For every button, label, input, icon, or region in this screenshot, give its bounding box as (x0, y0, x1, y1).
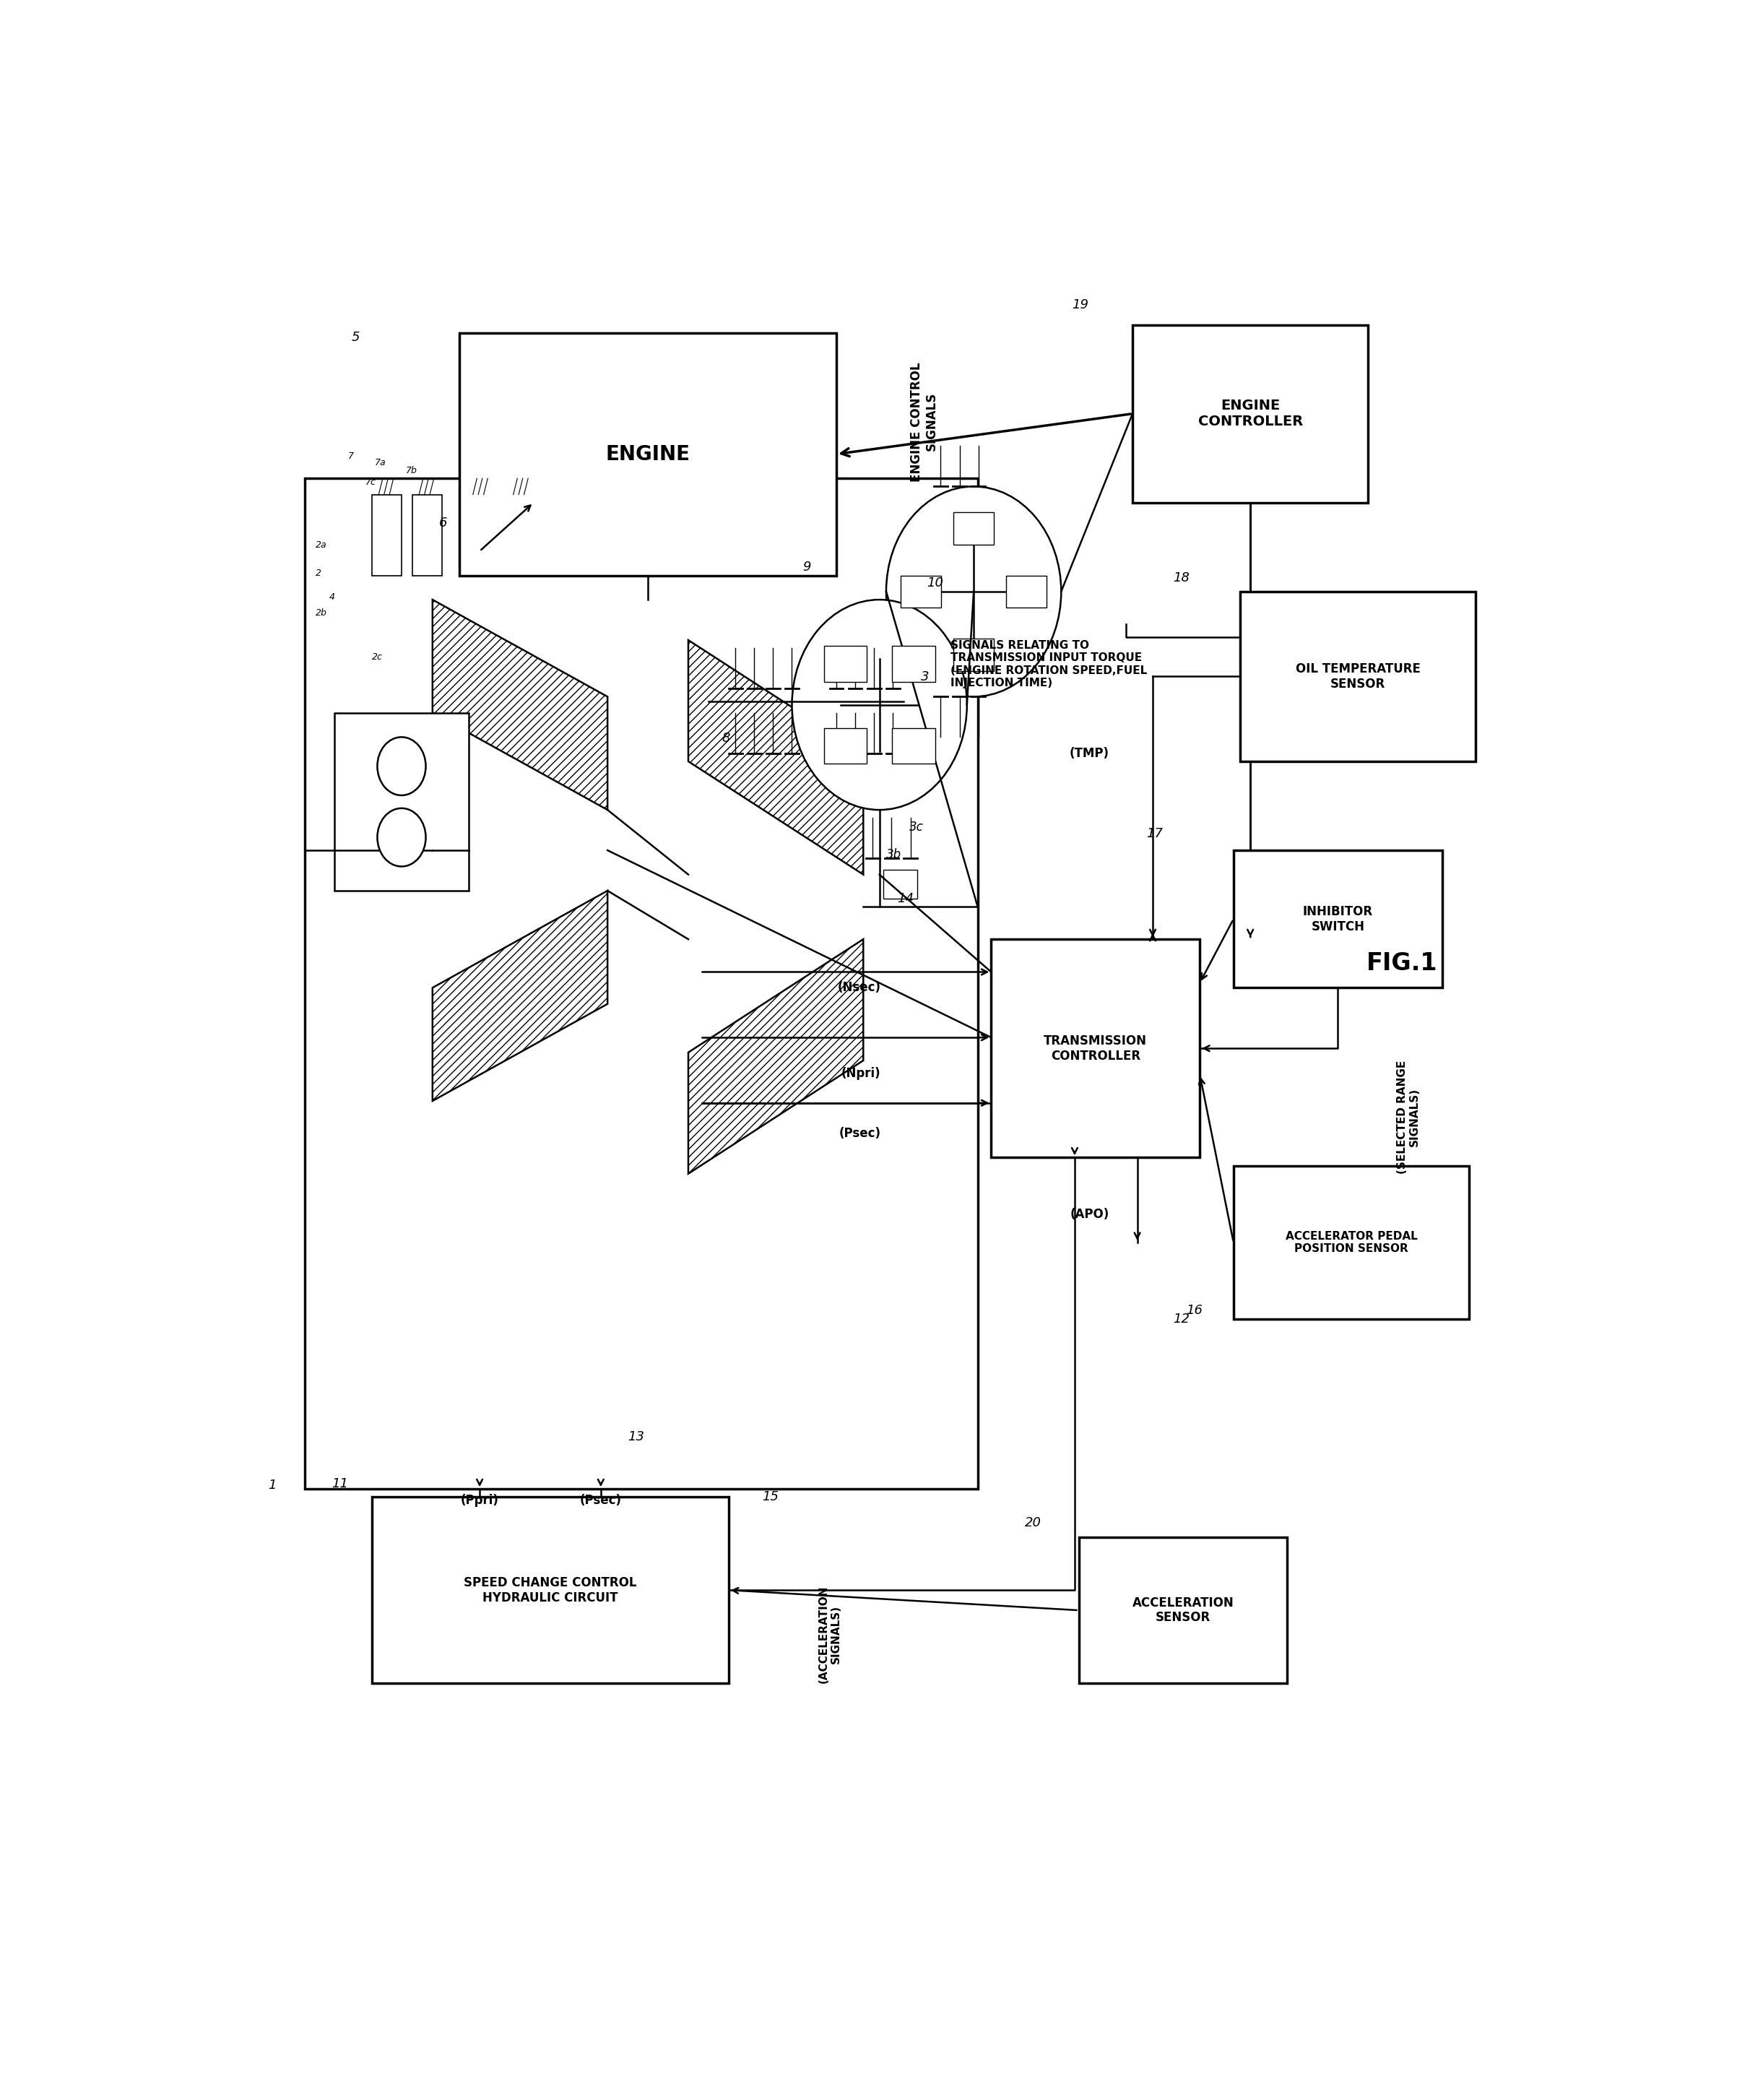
FancyBboxPatch shape (992, 939, 1200, 1157)
Text: SPEED CHANGE CONTROL
HYDRAULIC CIRCUIT: SPEED CHANGE CONTROL HYDRAULIC CIRCUIT (464, 1577, 637, 1604)
FancyBboxPatch shape (372, 496, 401, 575)
Text: 11: 11 (332, 1476, 347, 1491)
Circle shape (792, 601, 968, 811)
Text: 1: 1 (267, 1478, 276, 1491)
Text: 14: 14 (896, 892, 914, 905)
Text: 7: 7 (347, 452, 354, 462)
FancyBboxPatch shape (1240, 592, 1476, 762)
Text: (TMP): (TMP) (1070, 748, 1110, 760)
Text: ENGINE CONTROL
SIGNALS: ENGINE CONTROL SIGNALS (910, 361, 938, 481)
Text: ACCELERATION
SENSOR: ACCELERATION SENSOR (1133, 1596, 1233, 1623)
FancyBboxPatch shape (1233, 851, 1442, 987)
Text: (Ppri): (Ppri) (460, 1493, 499, 1508)
Text: 19: 19 (1072, 298, 1089, 311)
Text: (Npri): (Npri) (841, 1067, 881, 1079)
Circle shape (604, 466, 664, 538)
FancyBboxPatch shape (459, 334, 837, 575)
Polygon shape (688, 640, 863, 874)
Text: 3: 3 (921, 670, 929, 682)
FancyBboxPatch shape (954, 512, 994, 544)
Text: 7c: 7c (365, 477, 375, 487)
FancyBboxPatch shape (1006, 575, 1046, 607)
Text: 8: 8 (723, 731, 730, 746)
Polygon shape (688, 939, 863, 1174)
Text: SIGNALS RELATING TO
TRANSMISSION INPUT TORQUE
(ENGINE ROTATION SPEED,FUEL
INJECT: SIGNALS RELATING TO TRANSMISSION INPUT T… (950, 640, 1148, 689)
Text: (APO): (APO) (1070, 1208, 1108, 1220)
FancyBboxPatch shape (1079, 1537, 1287, 1682)
Circle shape (525, 466, 584, 538)
Text: 9: 9 (802, 561, 811, 573)
Text: FIG.1: FIG.1 (1367, 951, 1436, 974)
Text: 12: 12 (1172, 1312, 1190, 1325)
FancyBboxPatch shape (891, 729, 935, 764)
FancyBboxPatch shape (1233, 1166, 1470, 1319)
Text: 3c: 3c (908, 821, 924, 834)
FancyBboxPatch shape (902, 575, 941, 607)
Text: (Psec): (Psec) (580, 1493, 622, 1508)
Text: (ACCELERATION
SIGNALS): (ACCELERATION SIGNALS) (818, 1586, 841, 1684)
Circle shape (377, 737, 426, 796)
Text: OIL TEMPERATURE
SENSOR: OIL TEMPERATURE SENSOR (1296, 662, 1421, 691)
Text: 3b: 3b (886, 848, 902, 861)
FancyBboxPatch shape (466, 496, 495, 575)
Text: 13: 13 (627, 1430, 644, 1443)
FancyBboxPatch shape (891, 647, 935, 683)
Text: ENGINE
CONTROLLER: ENGINE CONTROLLER (1199, 399, 1303, 428)
Text: INHIBITOR
SWITCH: INHIBITOR SWITCH (1303, 905, 1372, 932)
FancyBboxPatch shape (507, 496, 537, 575)
Text: ENGINE: ENGINE (606, 443, 690, 464)
Text: 20: 20 (1025, 1516, 1042, 1529)
FancyBboxPatch shape (884, 869, 917, 899)
Polygon shape (433, 601, 608, 811)
Circle shape (377, 808, 426, 867)
FancyBboxPatch shape (304, 479, 978, 1489)
Text: 7b: 7b (406, 466, 417, 477)
Text: 16: 16 (1186, 1304, 1204, 1317)
FancyBboxPatch shape (823, 647, 867, 683)
Text: 6: 6 (439, 517, 448, 529)
FancyBboxPatch shape (1133, 326, 1369, 502)
Text: 2: 2 (316, 569, 321, 578)
Text: (Psec): (Psec) (839, 1128, 881, 1140)
Text: 2b: 2b (316, 609, 327, 617)
Circle shape (886, 487, 1061, 697)
FancyBboxPatch shape (823, 729, 867, 764)
Text: (Nsec): (Nsec) (837, 981, 881, 993)
Text: 10: 10 (926, 578, 943, 590)
FancyBboxPatch shape (372, 1497, 730, 1682)
Text: 2c: 2c (372, 653, 382, 662)
FancyBboxPatch shape (412, 496, 441, 575)
Text: ACCELERATOR PEDAL
POSITION SENSOR: ACCELERATOR PEDAL POSITION SENSOR (1285, 1231, 1417, 1254)
Text: 18: 18 (1172, 571, 1190, 584)
Ellipse shape (497, 458, 691, 548)
Text: 15: 15 (763, 1491, 778, 1504)
Text: 17: 17 (1146, 827, 1162, 840)
Text: 5: 5 (353, 332, 360, 344)
Text: 2a: 2a (316, 540, 327, 550)
Polygon shape (433, 890, 608, 1100)
Text: 7a: 7a (375, 458, 386, 468)
FancyBboxPatch shape (334, 712, 469, 890)
FancyBboxPatch shape (954, 638, 994, 670)
Text: TRANSMISSION
CONTROLLER: TRANSMISSION CONTROLLER (1044, 1035, 1146, 1063)
Text: 4: 4 (328, 592, 335, 603)
Text: (SELECTED RANGE
SIGNALS): (SELECTED RANGE SIGNALS) (1397, 1061, 1421, 1174)
